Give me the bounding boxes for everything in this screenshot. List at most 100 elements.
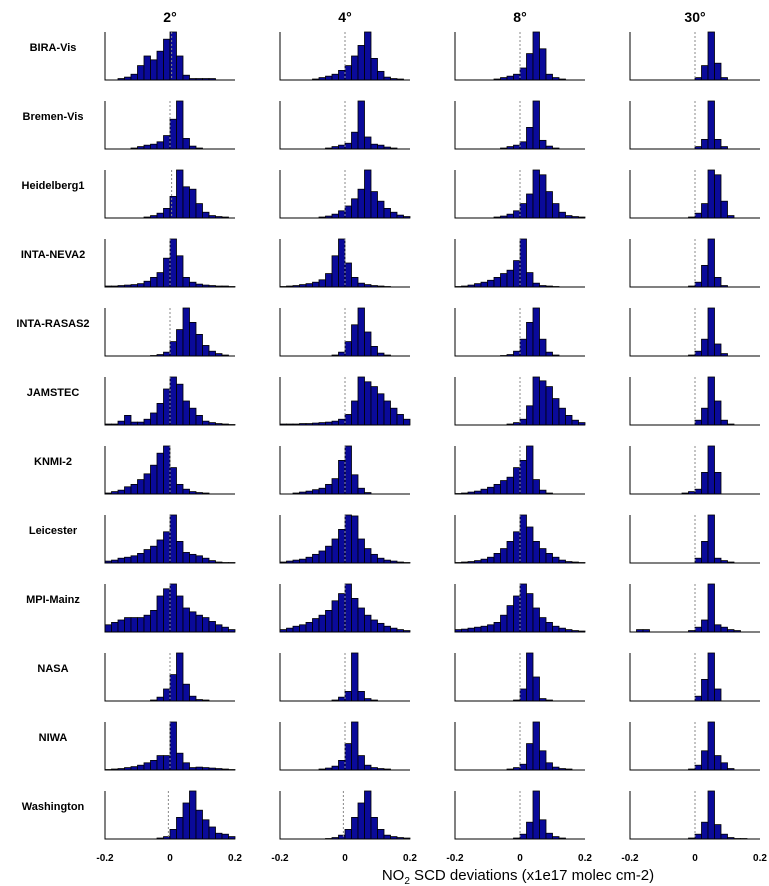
- panel-axes: [104, 515, 235, 564]
- histogram-panel: [279, 169, 411, 219]
- histogram-panel: [104, 307, 235, 357]
- histogram-bar: [344, 205, 352, 219]
- histogram-bar: [370, 345, 378, 357]
- column-title: 30°: [684, 9, 705, 25]
- histogram-bar: [539, 819, 547, 840]
- histogram-bar: [143, 473, 151, 495]
- panel-axes: [454, 101, 585, 150]
- panel-axes: [104, 308, 235, 357]
- histogram-bar: [169, 376, 177, 426]
- histogram-bar: [176, 383, 184, 426]
- histogram-bar: [182, 276, 190, 288]
- histogram-bar: [707, 790, 715, 840]
- histogram-bar: [305, 283, 313, 288]
- histogram-bar: [513, 260, 521, 288]
- panel-axes: [629, 722, 760, 771]
- histogram-bar: [714, 755, 722, 771]
- histogram-bar: [338, 210, 346, 219]
- histogram-bar: [156, 212, 164, 219]
- panel-axes: [629, 377, 760, 426]
- histogram-bar: [137, 617, 145, 633]
- panel-axes: [629, 653, 760, 702]
- x-tick-label: -0.2: [271, 853, 289, 864]
- x-tick-label: 0.2: [403, 853, 417, 864]
- x-axis-label: NO2 SCD deviations (x1e17 molec cm-2): [382, 867, 654, 886]
- histogram-bar: [202, 211, 210, 219]
- row-label: NIWA: [39, 732, 68, 744]
- histogram-bar: [694, 419, 702, 426]
- x-tick-label: -0.2: [96, 853, 114, 864]
- histogram-bar: [156, 272, 164, 288]
- histogram-panel: [104, 583, 236, 633]
- histogram-bar: [370, 58, 378, 81]
- histogram-bar: [383, 400, 391, 426]
- histogram-bar: [195, 809, 203, 840]
- histogram-bar: [169, 829, 177, 840]
- histogram-bar: [299, 624, 307, 633]
- histogram-bar: [519, 833, 527, 840]
- histogram-bar: [150, 760, 158, 771]
- histogram-bar: [182, 552, 190, 564]
- histogram-bar: [539, 380, 547, 426]
- histogram-bar: [130, 483, 138, 495]
- histogram-bar: [513, 144, 521, 150]
- histogram-bar: [377, 557, 385, 564]
- histogram-bar: [150, 143, 158, 150]
- histogram-bar: [169, 118, 177, 150]
- histogram-bar: [694, 626, 702, 633]
- histogram-bar: [176, 752, 184, 771]
- histogram-panel: [104, 238, 236, 288]
- histogram-bar: [714, 138, 722, 150]
- histogram-bar: [545, 191, 553, 219]
- histogram-panel: [104, 652, 235, 702]
- histogram-bar: [377, 393, 385, 426]
- histogram-panel: [629, 583, 760, 633]
- histogram-bar: [519, 583, 527, 633]
- histogram-bar: [539, 174, 547, 219]
- histogram-panel: [104, 31, 235, 81]
- histogram-bar: [694, 833, 702, 840]
- histogram-bar: [720, 419, 728, 426]
- histogram-panel: [104, 721, 236, 771]
- histogram-bar: [351, 276, 359, 288]
- column-title: 8°: [513, 9, 526, 25]
- histogram-bar: [331, 213, 339, 219]
- histogram-bar: [325, 610, 333, 633]
- histogram-bar: [500, 273, 508, 288]
- panel-axes: [279, 308, 410, 357]
- histogram-bar: [182, 488, 190, 495]
- histogram-bar: [552, 203, 560, 219]
- histogram-bar: [701, 619, 709, 633]
- histogram-bar: [714, 276, 722, 288]
- histogram-bar: [104, 624, 112, 633]
- panel-axes: [454, 377, 585, 426]
- histogram-bar: [552, 556, 560, 564]
- histogram-bar: [117, 619, 125, 633]
- x-tick-label: 0.2: [753, 853, 767, 864]
- histogram-bar: [552, 625, 560, 633]
- histogram-bar: [318, 487, 326, 495]
- histogram-bar: [526, 127, 534, 150]
- histogram-bar: [390, 211, 398, 219]
- histogram-bar: [539, 489, 547, 495]
- panel-axes: [279, 170, 410, 219]
- histogram-bar: [506, 213, 514, 219]
- histogram-panel: [454, 652, 585, 702]
- histogram-bar: [396, 414, 404, 426]
- histogram-bar: [338, 144, 346, 150]
- row-label: JAMSTEC: [27, 387, 80, 399]
- histogram-panel: [279, 445, 410, 495]
- histogram-bar: [176, 483, 184, 495]
- histogram-panel: [454, 307, 585, 357]
- histogram-bar: [532, 169, 540, 219]
- histogram-bar: [545, 386, 553, 426]
- histogram-bar: [701, 407, 709, 426]
- histogram-bar: [720, 833, 728, 840]
- histogram-bar: [487, 624, 495, 633]
- histogram-panel: [629, 169, 760, 219]
- histogram-bar: [513, 73, 521, 81]
- histogram-bar: [312, 618, 320, 633]
- panel-axes: [454, 308, 585, 357]
- panel-axes: [279, 101, 410, 150]
- histogram-panel: [629, 721, 760, 771]
